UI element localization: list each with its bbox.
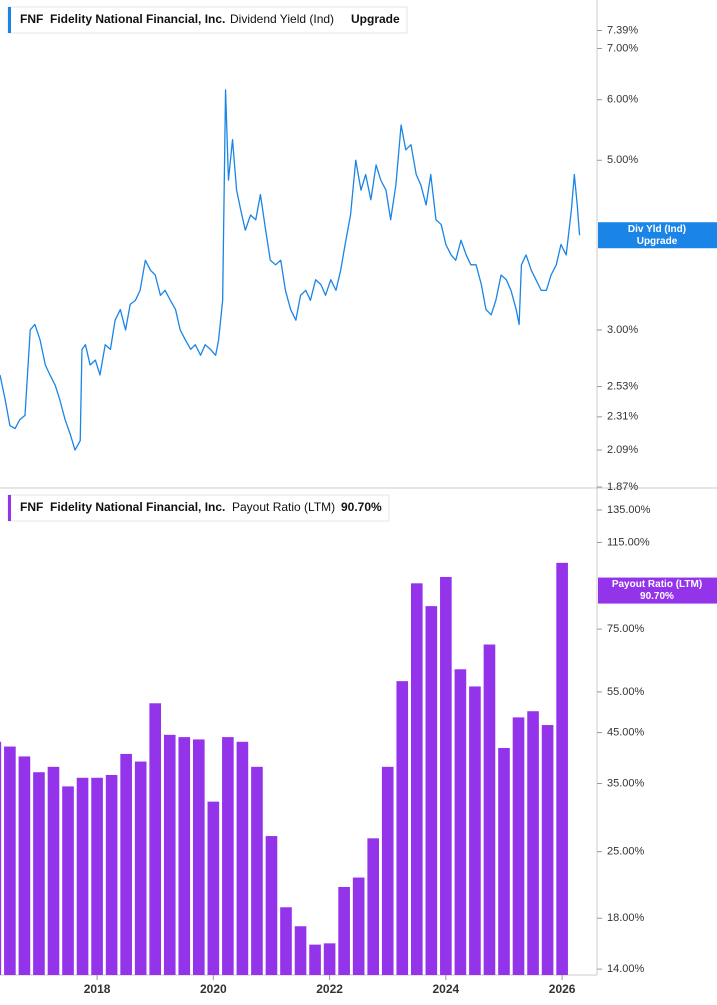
- bar: [469, 686, 481, 975]
- bar: [105, 774, 118, 975]
- bar: [309, 944, 321, 975]
- value-tag: [598, 577, 717, 604]
- y-tick-label: 135.00%: [607, 504, 651, 516]
- plot-layer: [0, 89, 581, 975]
- y-tick-label: 3.00%: [607, 324, 638, 336]
- bar: [251, 766, 263, 975]
- bar: [62, 786, 74, 975]
- y-tick-label: 14.00%: [607, 963, 645, 975]
- value-tag-value: 90.70%: [640, 591, 674, 602]
- y-tick-label: 1.87%: [607, 481, 638, 493]
- y-tick-label: 55.00%: [607, 686, 645, 698]
- bar: [76, 777, 89, 975]
- y-tick-label: 7.00%: [607, 42, 638, 54]
- bar: [265, 836, 278, 975]
- value-tag-title: Payout Ratio (LTM): [612, 579, 702, 590]
- y-tick-label: 5.00%: [607, 154, 638, 166]
- y-tick-label: 7.39%: [607, 24, 638, 36]
- y-tick-label: 45.00%: [607, 726, 645, 738]
- legend-stripe: [8, 7, 11, 33]
- bar: [367, 838, 380, 975]
- bar: [91, 777, 103, 975]
- y-tick-label: 2.31%: [607, 411, 638, 423]
- value-tag: [598, 222, 717, 249]
- bar: [222, 737, 234, 975]
- y-tick-label: 25.00%: [607, 846, 645, 858]
- bar: [280, 907, 292, 975]
- bar: [120, 753, 132, 975]
- bar: [425, 606, 438, 975]
- bar: [440, 576, 452, 975]
- y-tick-label: 2.09%: [607, 444, 638, 456]
- bar: [527, 711, 539, 975]
- y-tick-label: 18.00%: [607, 912, 645, 924]
- bar: [33, 772, 45, 975]
- bar: [410, 583, 423, 975]
- x-tick-label: 2022: [316, 982, 343, 996]
- y-tick-label: 115.00%: [607, 536, 650, 548]
- bar: [381, 766, 394, 975]
- y-tick-label: 2.53%: [607, 380, 638, 392]
- bar: [541, 725, 554, 975]
- legend-company: Fidelity National Financial, Inc.: [50, 500, 225, 514]
- legend-metric: Dividend Yield (Ind): [230, 12, 334, 26]
- bar: [483, 644, 496, 975]
- x-tick-label: 2024: [433, 982, 460, 996]
- bar: [4, 746, 16, 975]
- bar: [149, 703, 162, 975]
- bar: [0, 741, 2, 975]
- bar: [396, 681, 409, 975]
- plot-area: [0, 562, 568, 975]
- bar: [18, 756, 31, 975]
- value-tag-title: Div Yld (Ind): [628, 224, 686, 235]
- plot-area: [0, 89, 581, 451]
- legend-box: [7, 494, 390, 522]
- bar: [134, 761, 147, 975]
- legend-ticker: FNF: [20, 12, 43, 26]
- y-tick-label: 6.00%: [607, 94, 638, 106]
- legend-metric: Payout Ratio (LTM): [232, 500, 335, 514]
- y-tick-label: 75.00%: [607, 623, 645, 635]
- bar: [236, 741, 249, 975]
- legend-value: 90.70%: [341, 500, 382, 514]
- bar: [454, 669, 467, 975]
- bar: [294, 926, 307, 975]
- bar: [512, 717, 525, 975]
- x-tick-label: 2020: [200, 982, 227, 996]
- bar: [47, 766, 60, 975]
- legend-ticker: FNF: [20, 500, 43, 514]
- legend-box: [7, 6, 408, 34]
- bar: [207, 801, 220, 975]
- bar: [163, 734, 176, 975]
- legend: FNF Fidelity National Financial, Inc. Pa…: [7, 494, 390, 522]
- y-tick-label: 35.00%: [607, 777, 645, 789]
- bar: [352, 877, 365, 975]
- bar: [178, 737, 191, 975]
- legend-value: Upgrade: [351, 12, 400, 26]
- bar: [556, 562, 568, 975]
- bar: [338, 886, 350, 975]
- line: [0, 89, 581, 451]
- x-tick-label: 2026: [549, 982, 576, 996]
- legend-company: Fidelity National Financial, Inc.: [50, 12, 225, 26]
- bar: [323, 943, 336, 975]
- bar: [498, 748, 510, 975]
- x-tick-label: 2018: [84, 982, 111, 996]
- legend: FNF Fidelity National Financial, Inc. Di…: [7, 6, 408, 34]
- value-tag-value: Upgrade: [637, 236, 678, 247]
- legend-stripe: [8, 495, 11, 521]
- bar: [192, 739, 205, 975]
